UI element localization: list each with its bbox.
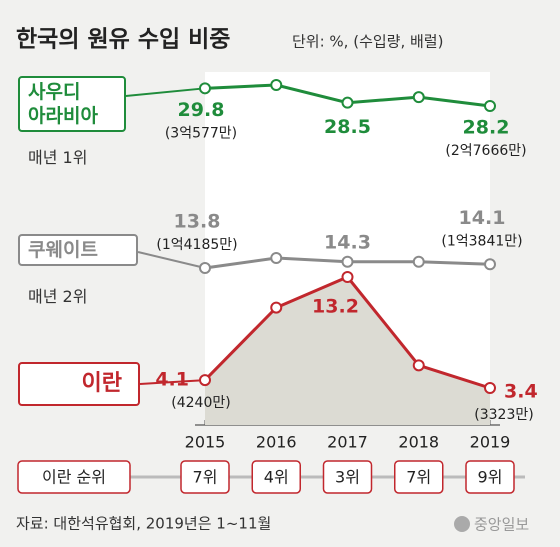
point bbox=[341, 96, 354, 109]
rank: 9위 bbox=[478, 468, 503, 487]
point bbox=[199, 262, 211, 274]
x-tick-label: 2018 bbox=[398, 433, 439, 452]
x-tick-label: 2016 bbox=[256, 433, 297, 452]
rank-box bbox=[465, 460, 515, 494]
legend-box: 쿠웨이트 bbox=[18, 234, 138, 266]
point bbox=[484, 100, 496, 112]
point bbox=[484, 382, 496, 394]
area bbox=[205, 277, 490, 425]
volume-label: (3억577만) bbox=[165, 125, 237, 141]
value-label: 14.1 bbox=[459, 207, 506, 229]
point bbox=[270, 252, 283, 264]
rank-label-box bbox=[17, 460, 131, 494]
legend-box: 이란 bbox=[18, 362, 140, 406]
value-label: 13.2 bbox=[312, 296, 359, 318]
rank: 3위 bbox=[335, 468, 360, 487]
source: 자료: 대한석유협회, 2019년은 1~11월 bbox=[16, 515, 271, 533]
rank-box bbox=[394, 460, 444, 494]
title: 한국의 원유 수입 비중 bbox=[16, 27, 230, 53]
logo: 중앙일보 bbox=[474, 516, 529, 534]
logo-mark bbox=[454, 516, 470, 532]
rank-note: 매년 2위 bbox=[28, 287, 88, 306]
connector bbox=[139, 379, 206, 385]
rank: 7위 bbox=[406, 468, 431, 487]
value-label: 13.8 bbox=[174, 211, 221, 233]
rank-note: 매년 1위 bbox=[28, 148, 88, 167]
connector bbox=[137, 251, 206, 269]
volume-label: (3323만) bbox=[474, 407, 533, 423]
volume-label: (1억3841만) bbox=[441, 233, 522, 249]
point bbox=[484, 258, 496, 271]
value-label: 4.1 bbox=[155, 369, 189, 391]
value-label: 29.8 bbox=[178, 99, 225, 121]
value-label: 28.2 bbox=[463, 117, 510, 139]
volume-label: (1억4185만) bbox=[156, 237, 237, 253]
legend-box: 사우디 아라비아 bbox=[18, 76, 126, 132]
value-label: 3.4 bbox=[504, 381, 538, 403]
rank-box bbox=[180, 460, 230, 494]
point bbox=[412, 91, 425, 104]
value-label: 14.3 bbox=[324, 231, 371, 253]
rank-label: 이란 순위 bbox=[42, 468, 106, 487]
subtitle: 단위: %, (수입량, 배럴) bbox=[292, 33, 443, 51]
rank-box bbox=[251, 460, 301, 494]
value-label: 28.5 bbox=[324, 116, 371, 138]
rank: 4위 bbox=[264, 468, 289, 487]
point bbox=[412, 255, 425, 268]
point bbox=[270, 301, 283, 314]
point bbox=[270, 79, 283, 91]
point bbox=[341, 271, 354, 283]
connector bbox=[125, 87, 206, 97]
rank-box bbox=[322, 460, 373, 494]
point bbox=[341, 255, 354, 268]
point bbox=[412, 359, 425, 372]
point bbox=[199, 82, 211, 95]
rank: 7위 bbox=[193, 468, 218, 487]
x-tick-label: 2017 bbox=[327, 433, 368, 452]
x-tick-label: 2015 bbox=[185, 433, 226, 452]
point bbox=[199, 374, 211, 387]
volume-label: (2억7666만) bbox=[445, 143, 526, 159]
volume-label: (4240만) bbox=[171, 395, 230, 411]
x-tick-label: 2019 bbox=[470, 433, 511, 452]
